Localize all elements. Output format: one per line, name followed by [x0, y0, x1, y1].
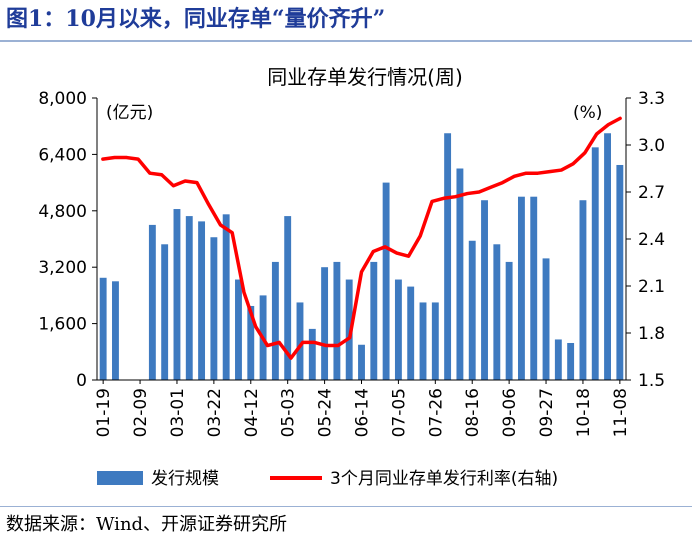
left-tick-label-2: 3,200	[38, 258, 87, 278]
x-tick-label-7: 06-14	[353, 388, 373, 437]
bar-25	[407, 286, 415, 380]
x-tick-label-11: 09-06	[500, 388, 520, 437]
bar-12	[247, 305, 255, 380]
bar-31	[481, 200, 488, 380]
right-tick-label-3: 2.4	[638, 230, 665, 250]
left-tick-label-3: 4,800	[38, 202, 87, 222]
bar-18	[321, 267, 329, 380]
source-note: 数据来源：Wind、开源证券研究所	[6, 514, 288, 535]
left-tick-label-4: 6,400	[38, 145, 87, 165]
x-tick-label-13: 10-18	[574, 388, 594, 437]
x-tick-label-4: 04-12	[242, 388, 262, 437]
x-tick-label-3: 03-22	[205, 388, 225, 437]
left-tick-label-0: 0	[76, 371, 87, 391]
rate-line	[101, 116, 622, 360]
bond-issuance-chart: 0 1,600 3,200 4,800 6,400 8,000 1.5 1.8 2.1 2.4 2.…	[38, 65, 665, 489]
legend-line-label: 3个月同业存单发行利率(右轴)	[330, 469, 558, 489]
legend-bar-swatch	[97, 471, 143, 485]
bar-20	[345, 279, 353, 380]
right-tick-label-1: 1.8	[638, 324, 665, 344]
legend: 发行规模 3个月同业存单发行利率(右轴)	[97, 469, 558, 489]
bar-10	[222, 214, 230, 380]
source-divider	[0, 506, 692, 507]
bar-8	[198, 221, 206, 381]
bar-36	[542, 258, 550, 380]
bar-30	[468, 240, 476, 380]
x-tick-label-12: 09-27	[537, 388, 557, 437]
chart-title: 同业存单发行情况(周)	[267, 65, 463, 89]
bar-7	[185, 216, 193, 380]
bar-22	[370, 261, 378, 380]
bar-0	[99, 277, 107, 380]
bar-14	[271, 261, 279, 380]
title-divider	[0, 40, 692, 42]
bar-39	[579, 200, 587, 380]
left-tick-label-1: 1,600	[38, 315, 87, 335]
bar-11	[235, 279, 242, 380]
legend-bar-label: 发行规模	[151, 469, 219, 489]
bar-1	[112, 281, 119, 380]
x-tick-label-0: 01-19	[94, 388, 114, 437]
right-tick-label-5: 3.0	[638, 136, 665, 156]
bar-19	[333, 261, 341, 380]
bar-38	[567, 342, 575, 380]
bar-34	[517, 196, 525, 380]
bar-33	[505, 261, 513, 380]
bar-42	[616, 164, 624, 380]
x-tick-label-10: 08-16	[463, 388, 483, 437]
figure-title: 图1：10月以来，同业存单“量价齐升”	[6, 6, 386, 32]
bar-32	[493, 244, 501, 380]
x-tick-label-1: 02-09	[131, 388, 151, 437]
x-tick-label-9: 07-26	[426, 388, 446, 437]
bar-40	[591, 147, 599, 380]
bar-35	[530, 196, 538, 380]
bar-26	[419, 302, 427, 380]
bar-37	[554, 339, 562, 380]
left-axis-unit: (亿元)	[106, 103, 153, 123]
bar-16	[296, 302, 304, 380]
right-tick-label-2: 2.1	[638, 277, 665, 297]
bar-5	[161, 244, 169, 380]
bar-6	[173, 209, 181, 380]
right-tick-label-6: 3.3	[638, 89, 665, 109]
bar-29	[456, 168, 464, 380]
bar-15	[284, 216, 292, 380]
right-tick-label-0: 1.5	[638, 371, 665, 391]
x-tick-label-5: 05-03	[279, 388, 299, 437]
bar-23	[382, 182, 390, 380]
x-tick-label-6: 05-24	[316, 388, 336, 437]
bar-17	[308, 328, 316, 380]
bar-9	[210, 237, 218, 380]
bar-27	[431, 302, 439, 380]
bar-41	[604, 133, 611, 380]
left-tick-label-5: 8,000	[38, 89, 87, 109]
bar-24	[394, 279, 402, 380]
x-tick-label-8: 07-05	[389, 388, 409, 437]
bar-28	[444, 133, 452, 380]
right-axis-unit: (%)	[573, 103, 602, 123]
bar-4	[148, 224, 156, 380]
x-tick-label-14: 11-08	[611, 388, 631, 437]
right-tick-label-4: 2.7	[638, 183, 665, 203]
x-tick-label-2: 03-01	[168, 388, 188, 437]
bar-21	[358, 344, 365, 380]
